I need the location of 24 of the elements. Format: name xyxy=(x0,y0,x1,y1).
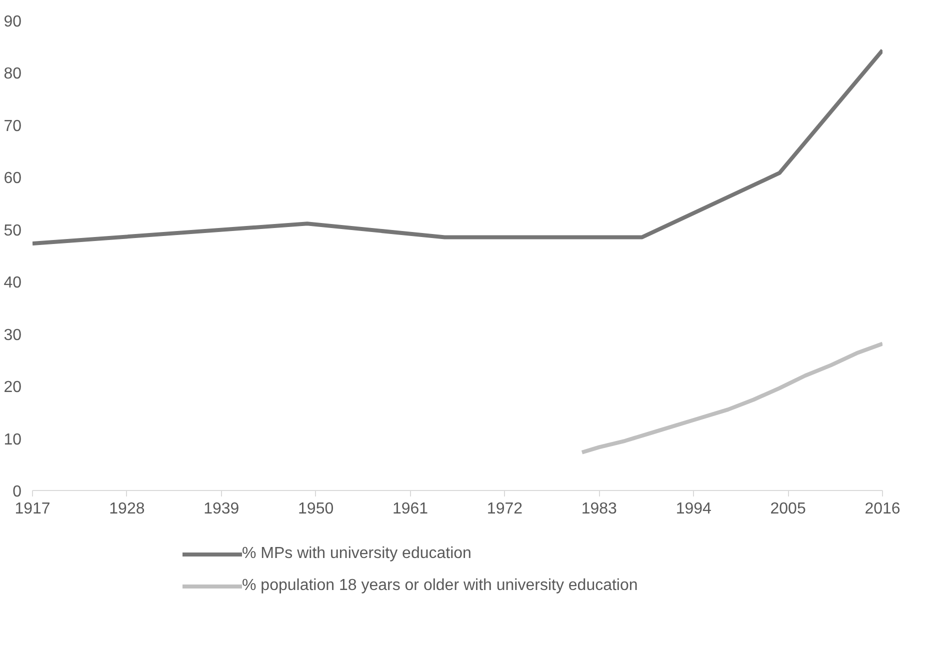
x-tick-label: 2005 xyxy=(770,500,806,518)
y-tick-label: 40 xyxy=(4,274,22,292)
line-series xyxy=(32,48,882,246)
legend-label: % MPs with university education xyxy=(242,545,472,563)
y-tick-label: 60 xyxy=(4,170,22,188)
y-tick-label: 20 xyxy=(4,379,22,396)
y-tick-label: 10 xyxy=(4,431,22,448)
legend-label: % population 18 years or older with university education xyxy=(242,577,638,595)
x-tick-label: 1983 xyxy=(581,500,618,518)
x-tick-label: 1939 xyxy=(204,500,240,518)
x-tick-label: 1917 xyxy=(14,500,50,518)
x-tick-label: 1972 xyxy=(486,500,523,518)
y-tick-label: 80 xyxy=(4,66,22,83)
x-tick-label: 1994 xyxy=(676,500,712,518)
y-tick-label: 70 xyxy=(4,118,22,135)
x-tick-label: 1928 xyxy=(109,500,145,518)
y-tick-label: 0 xyxy=(12,484,22,500)
x-tick-label: 2016 xyxy=(864,500,900,518)
x-tick-label: 1961 xyxy=(392,500,428,518)
line-series xyxy=(580,342,882,454)
x-tick-label: 1950 xyxy=(298,500,334,518)
y-tick-label: 30 xyxy=(4,326,22,344)
y-tick-label: 90 xyxy=(4,14,22,30)
y-tick-label: 50 xyxy=(4,222,22,240)
